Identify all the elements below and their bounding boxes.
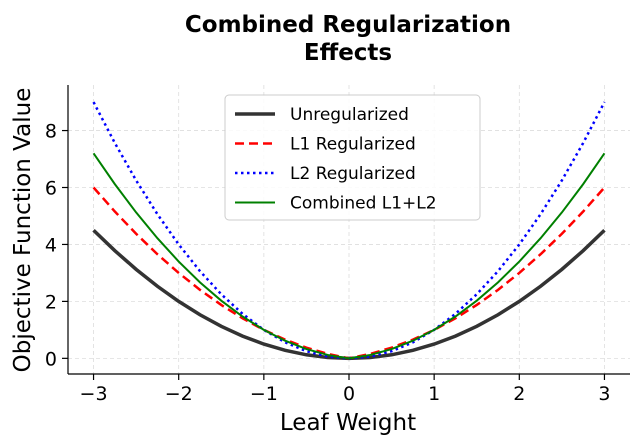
chart-title-line-2: Effects (304, 40, 392, 66)
x-tick-label: 0 (343, 383, 355, 405)
x-tick-label: −1 (250, 383, 278, 405)
y-axis-label: Objective Function Value (10, 88, 36, 373)
y-tick-label: 8 (45, 121, 57, 143)
y-tick-label: 6 (45, 178, 57, 200)
series-line-combined-l1-l2 (92, 152, 606, 360)
legend-label: Combined L1+L2 (290, 194, 437, 214)
y-tick-label: 0 (45, 348, 57, 370)
legend-label: L1 Regularized (290, 135, 416, 155)
x-tick-label: −2 (165, 383, 193, 405)
legend-label: Unregularized (290, 105, 409, 125)
x-axis-label: Leaf Weight (280, 410, 416, 436)
x-tick-label: 2 (513, 383, 525, 405)
legend-box (224, 94, 481, 221)
x-tick-label: 1 (428, 383, 440, 405)
x-tick-label: 3 (598, 383, 610, 405)
chart-title-line-1: Combined Regularization (185, 12, 511, 38)
y-tick-label: 2 (45, 291, 57, 313)
legend-label: L2 Regularized (290, 164, 416, 184)
y-tick-label: 4 (45, 234, 57, 256)
x-tick-label: −3 (80, 383, 108, 405)
